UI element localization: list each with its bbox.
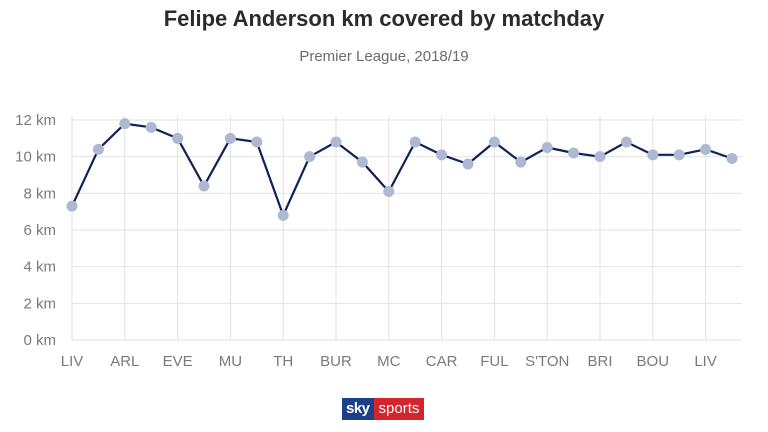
y-tick-label: 6 km xyxy=(23,222,56,239)
chart-title: Felipe Anderson km covered by matchday xyxy=(163,6,605,31)
data-point xyxy=(92,143,104,155)
data-point xyxy=(119,118,131,130)
data-point xyxy=(383,186,395,197)
data-point xyxy=(436,149,448,161)
logo-sports-text: sports xyxy=(373,398,425,420)
data-point xyxy=(409,136,421,148)
data-point xyxy=(673,149,685,161)
x-tick-label: ARL xyxy=(110,353,139,370)
data-point xyxy=(726,153,738,164)
x-tick-label: MU xyxy=(219,353,242,370)
data-point xyxy=(462,158,474,170)
y-tick-label: 4 km xyxy=(23,259,56,276)
data-point xyxy=(304,151,316,163)
data-point xyxy=(172,132,184,144)
x-tick-label: FUL xyxy=(480,353,508,370)
x-tick-label: BUR xyxy=(320,353,352,370)
series-line xyxy=(71,122,733,217)
y-tick-label: 2 km xyxy=(23,295,56,312)
y-tick-label: 8 km xyxy=(23,185,56,202)
data-point xyxy=(620,136,632,148)
x-tick-label: MC xyxy=(377,353,400,370)
data-point xyxy=(356,156,368,168)
x-tick-label: S'TON xyxy=(525,353,569,370)
data-point xyxy=(488,136,500,148)
y-tick-label: 10 km xyxy=(15,149,56,166)
data-point xyxy=(515,156,527,168)
logo-sky-text: sky xyxy=(342,398,374,420)
series-line-layer xyxy=(71,122,733,217)
x-tick-label: TH xyxy=(273,353,293,370)
y-axis-labels: 0 km 2 km 4 km 6 km 8 km 10 km 12 km xyxy=(15,112,56,349)
data-point xyxy=(700,143,712,155)
data-point xyxy=(594,151,606,163)
x-tick-label: CAR xyxy=(426,353,458,370)
data-points xyxy=(66,118,738,221)
y-tick-label: 12 km xyxy=(15,112,56,129)
x-tick-label: BOU xyxy=(637,353,670,370)
y-tick-label: 0 km xyxy=(23,332,56,349)
data-point xyxy=(66,200,78,212)
data-point xyxy=(251,136,263,148)
data-point xyxy=(647,149,659,161)
data-point xyxy=(198,180,210,192)
data-point xyxy=(224,132,236,144)
x-tick-label: EVE xyxy=(163,353,193,370)
x-tick-label: LIV xyxy=(694,353,717,370)
sky-sports-logo: sky sports xyxy=(342,398,425,420)
x-tick-label: BRI xyxy=(587,353,612,370)
x-tick-label: LIV xyxy=(61,353,84,370)
data-point xyxy=(541,142,553,153)
data-point xyxy=(330,136,342,148)
data-point xyxy=(277,209,289,221)
data-point xyxy=(568,147,580,159)
data-point xyxy=(145,121,157,133)
chart-subtitle: Premier League, 2018/19 xyxy=(299,48,469,65)
x-axis-labels: LIV ARL EVE MU TH BUR MC CAR FUL S'TON BRI BOU LIV xyxy=(61,353,717,370)
